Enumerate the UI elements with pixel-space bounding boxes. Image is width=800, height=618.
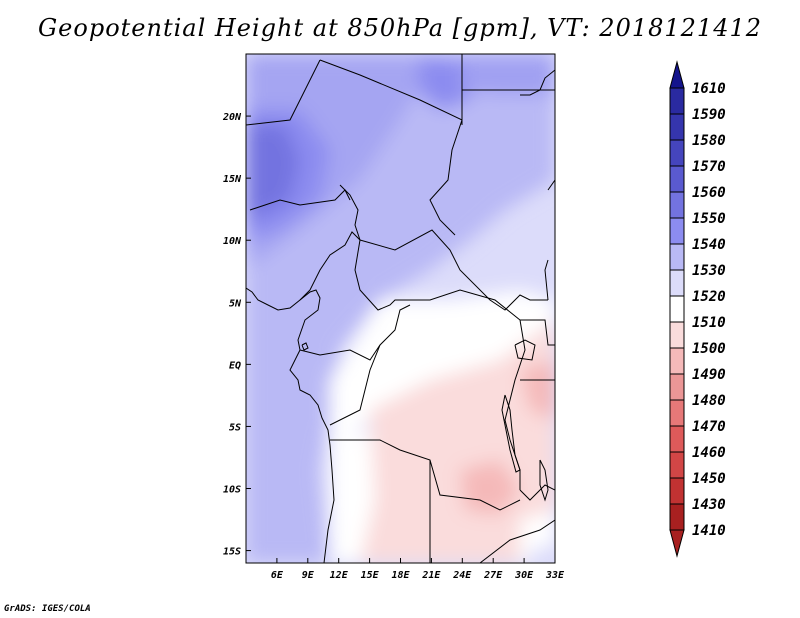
colorbar-box bbox=[669, 347, 685, 375]
colorbar-box bbox=[669, 399, 685, 427]
x-tick-label: 12E bbox=[330, 570, 349, 581]
y-tick-label: 5S bbox=[229, 422, 241, 433]
colorbar-label: 1480 bbox=[692, 393, 726, 409]
map-title: Geopotential Height at 850hPa [gpm], VT:… bbox=[38, 14, 762, 42]
colorbar-box bbox=[669, 139, 685, 167]
x-tick-label: 27E bbox=[483, 570, 503, 581]
colorbar-box bbox=[669, 295, 685, 323]
colorbar-label: 1530 bbox=[692, 263, 726, 279]
field-region-deeper-pink bbox=[460, 460, 520, 515]
border-mali-niger bbox=[246, 59, 321, 126]
border-drc-congo bbox=[329, 344, 381, 426]
colorbar-box bbox=[669, 425, 685, 453]
colorbar-label: 1500 bbox=[692, 341, 726, 357]
field-region-northeast-blue bbox=[462, 54, 555, 95]
x-axis: 6E 9E 12E 15E 18E 21E 24E 27E 30E 33E bbox=[271, 558, 565, 581]
x-tick-label: 21E bbox=[421, 570, 441, 581]
x-tick-label: 33E bbox=[545, 570, 565, 581]
border-zimbabwe bbox=[479, 519, 555, 563]
colorbar-label: 1590 bbox=[692, 107, 726, 123]
field-region-zambia-pink bbox=[520, 360, 555, 420]
colorbar-box bbox=[669, 217, 685, 245]
border-car-drc bbox=[395, 289, 521, 321]
field-region-darkest-blue bbox=[246, 125, 300, 220]
country-borders bbox=[246, 54, 555, 563]
colorbar-label: 1570 bbox=[692, 159, 726, 175]
colorbar-label: 1450 bbox=[692, 471, 726, 487]
border-nigeria-cameroon bbox=[299, 231, 361, 301]
field-region-se-blue-corner bbox=[530, 545, 555, 563]
border-chad-sudan bbox=[429, 119, 463, 236]
colorbar-label: 1580 bbox=[692, 133, 726, 149]
y-tick-label: 5N bbox=[229, 298, 242, 309]
colorbar-box bbox=[669, 243, 685, 271]
border-uganda-kenya bbox=[520, 319, 555, 346]
border-car-sudan bbox=[359, 229, 548, 311]
y-tick-label: 15S bbox=[223, 547, 241, 558]
y-tick-label: EQ bbox=[229, 360, 241, 371]
y-tick-label: 10N bbox=[223, 236, 242, 247]
height-field-shading bbox=[246, 54, 555, 563]
x-tick-label: 9E bbox=[302, 570, 315, 581]
colorbar-box bbox=[669, 87, 685, 115]
border-congo-gabon bbox=[299, 304, 411, 361]
colorbar-box bbox=[669, 165, 685, 193]
colorbar-box bbox=[669, 373, 685, 401]
bioko-island bbox=[301, 342, 309, 351]
x-tick-label: 18E bbox=[391, 570, 410, 581]
grads-credit: GrADS: IGES/COLA bbox=[4, 604, 91, 614]
border-ethiopia bbox=[544, 259, 549, 301]
colorbar-box bbox=[669, 451, 685, 479]
x-tick-label: 24E bbox=[452, 570, 472, 581]
x-tick-label: 6E bbox=[271, 570, 284, 581]
colorbar-label: 1430 bbox=[692, 497, 726, 513]
colorbar-box bbox=[669, 477, 685, 505]
colorbar-label: 1520 bbox=[692, 289, 726, 305]
colorbar-label: 1460 bbox=[692, 445, 726, 461]
lake-tanganyika bbox=[501, 394, 521, 473]
colorbar-label: 1510 bbox=[692, 315, 726, 331]
field-region-angola-white bbox=[330, 430, 380, 563]
border-red-sea bbox=[520, 69, 555, 96]
y-tick-label: 20N bbox=[222, 112, 242, 123]
colorbar: 1610 1590 1580 1570 1560 1550 1540 1530 1520 1510… bbox=[669, 60, 726, 558]
field-region-atlantic-blue bbox=[246, 300, 320, 563]
colorbar-label: 1550 bbox=[692, 211, 726, 227]
lake-malawi bbox=[539, 459, 549, 502]
border-niger-nigeria bbox=[249, 189, 351, 211]
colorbar-box bbox=[669, 113, 685, 141]
colorbar-box bbox=[669, 503, 685, 531]
colorbar-label: 1560 bbox=[692, 185, 726, 201]
y-tick-label: 15N bbox=[223, 174, 242, 185]
border-lake-chad bbox=[339, 184, 361, 241]
colorbar-box bbox=[669, 269, 685, 297]
colorbar-label: 1540 bbox=[692, 237, 726, 253]
colorbar-label: 1490 bbox=[692, 367, 726, 383]
colorbar-label: 1410 bbox=[692, 523, 726, 539]
border-sudan-eritrea bbox=[547, 179, 555, 191]
x-tick-label: 30E bbox=[514, 570, 534, 581]
lake-victoria bbox=[514, 339, 536, 361]
colorbar-label: 1610 bbox=[692, 81, 726, 97]
colorbar-label: 1470 bbox=[692, 419, 726, 435]
border-drc-angola bbox=[330, 439, 521, 511]
colorbar-top-arrow bbox=[669, 60, 685, 89]
colorbar-bottom-arrow bbox=[669, 529, 685, 558]
x-tick-label: 15E bbox=[361, 570, 380, 581]
border-zambia-malawi bbox=[519, 484, 555, 501]
colorbar-box bbox=[669, 321, 685, 349]
colorbar-box bbox=[669, 191, 685, 219]
y-axis: 20N 15N 10N 5N EQ 5S 10S 15S bbox=[222, 112, 251, 558]
y-tick-label: 10S bbox=[223, 485, 241, 496]
